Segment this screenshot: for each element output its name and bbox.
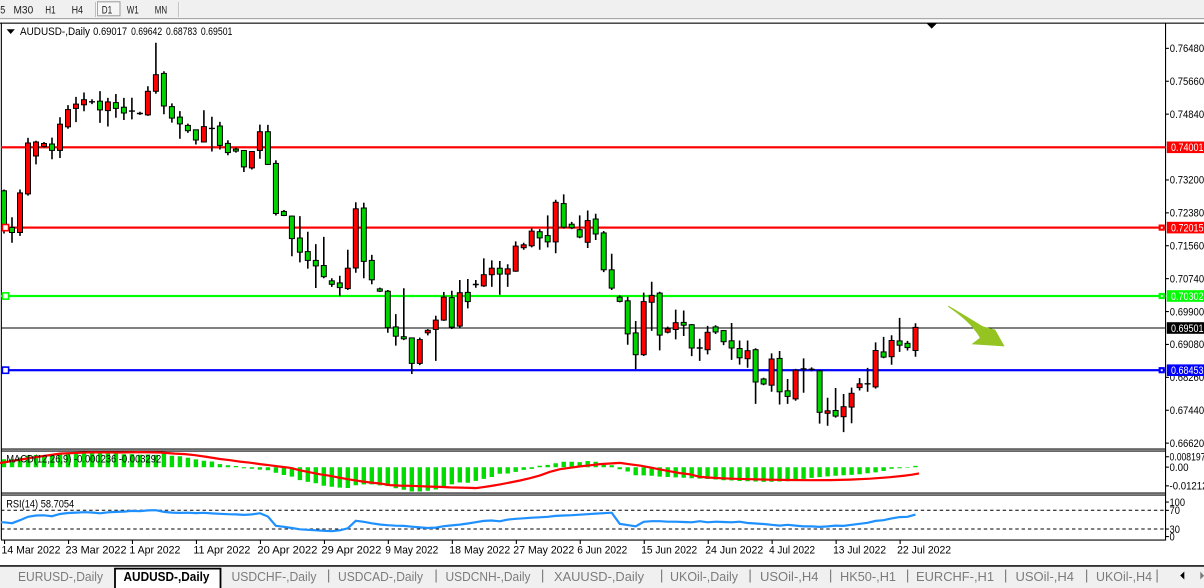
svg-text:5: 5 bbox=[0, 5, 5, 17]
svg-text:24 Jun 2022: 24 Jun 2022 bbox=[705, 545, 763, 557]
svg-text:MACD(12,26,9) -0.000236 -0.003: MACD(12,26,9) -0.000236 -0.003292 bbox=[6, 454, 161, 466]
svg-text:D1: D1 bbox=[102, 5, 112, 17]
svg-text:USDCAD-,Daily: USDCAD-,Daily bbox=[338, 570, 424, 584]
svg-text:15 Jun 2022: 15 Jun 2022 bbox=[641, 545, 697, 557]
svg-text:UKOil-,Daily: UKOil-,Daily bbox=[670, 570, 739, 584]
svg-text:-0.01212: -0.01212 bbox=[1170, 481, 1204, 493]
svg-text:USOil-,H4: USOil-,H4 bbox=[760, 570, 819, 584]
svg-text:29 Apr 2022: 29 Apr 2022 bbox=[321, 545, 381, 557]
svg-text:EURUSD-,Daily: EURUSD-,Daily bbox=[18, 570, 104, 584]
svg-text:23 Mar 2022: 23 Mar 2022 bbox=[66, 545, 127, 557]
svg-text:70: 70 bbox=[1170, 505, 1180, 517]
svg-text:AUDUSD-,Daily: AUDUSD-,Daily bbox=[124, 570, 210, 584]
svg-text:H4: H4 bbox=[72, 5, 83, 17]
svg-text:0.008197: 0.008197 bbox=[1170, 452, 1204, 464]
svg-text:H1: H1 bbox=[45, 5, 55, 17]
svg-text:MN: MN bbox=[155, 5, 167, 17]
svg-text:11 Apr 2022: 11 Apr 2022 bbox=[193, 545, 250, 557]
svg-text:0.72015: 0.72015 bbox=[1171, 223, 1204, 235]
svg-text:0.74840: 0.74840 bbox=[1170, 109, 1204, 121]
svg-text:0.69501: 0.69501 bbox=[201, 26, 233, 38]
svg-text:14 Mar 2022: 14 Mar 2022 bbox=[2, 545, 61, 557]
svg-text:13 Jul 2022: 13 Jul 2022 bbox=[833, 545, 886, 557]
svg-text:0.69017: 0.69017 bbox=[93, 26, 127, 38]
svg-text:0.69080: 0.69080 bbox=[1170, 339, 1204, 351]
svg-text:100: 100 bbox=[1170, 497, 1186, 509]
svg-text:6 Jun 2022: 6 Jun 2022 bbox=[577, 545, 627, 557]
svg-text:0.68453: 0.68453 bbox=[1171, 365, 1204, 377]
svg-text:0.69900: 0.69900 bbox=[1170, 306, 1204, 318]
svg-text:22 Jul 2022: 22 Jul 2022 bbox=[897, 545, 951, 557]
svg-text:0.69501: 0.69501 bbox=[1171, 323, 1204, 335]
svg-text:M30: M30 bbox=[14, 5, 34, 17]
svg-text:0.68783: 0.68783 bbox=[166, 26, 197, 38]
svg-text:RSI(14) 58.7054: RSI(14) 58.7054 bbox=[6, 499, 74, 511]
svg-text:1 Apr 2022: 1 Apr 2022 bbox=[129, 545, 180, 557]
svg-text:0.00: 0.00 bbox=[1170, 462, 1189, 474]
svg-text:XAUUSD-,Daily: XAUUSD-,Daily bbox=[554, 570, 645, 584]
svg-text:USDCHF-,Daily: USDCHF-,Daily bbox=[232, 570, 318, 584]
svg-text:AUDUSD-,Daily: AUDUSD-,Daily bbox=[20, 26, 90, 38]
svg-text:0.66620: 0.66620 bbox=[1170, 438, 1204, 450]
svg-text:0: 0 bbox=[1170, 531, 1175, 543]
svg-text:UKOil-,H4: UKOil-,H4 bbox=[1096, 570, 1152, 584]
svg-text:18 May 2022: 18 May 2022 bbox=[449, 545, 510, 557]
svg-text:W1: W1 bbox=[127, 5, 139, 17]
svg-text:0.70740: 0.70740 bbox=[1170, 273, 1204, 285]
svg-text:USOil-,H4: USOil-,H4 bbox=[1016, 570, 1075, 584]
svg-text:4 Jul 2022: 4 Jul 2022 bbox=[769, 545, 815, 557]
svg-text:0.71560: 0.71560 bbox=[1170, 241, 1204, 253]
svg-text:30: 30 bbox=[1170, 524, 1180, 536]
svg-text:0.69642: 0.69642 bbox=[131, 26, 162, 38]
svg-text:0.70302: 0.70302 bbox=[1171, 291, 1204, 303]
svg-text:0.73200: 0.73200 bbox=[1170, 175, 1204, 187]
svg-text:0.74001: 0.74001 bbox=[1171, 142, 1204, 154]
svg-text:0.67440: 0.67440 bbox=[1170, 405, 1204, 417]
svg-text:0.75660: 0.75660 bbox=[1170, 76, 1204, 88]
svg-text:27 May 2022: 27 May 2022 bbox=[513, 545, 574, 557]
svg-text:0.76480: 0.76480 bbox=[1170, 43, 1204, 55]
svg-text:9 May 2022: 9 May 2022 bbox=[385, 545, 438, 557]
svg-text:0.72380: 0.72380 bbox=[1170, 208, 1204, 220]
svg-text:EURCHF-,H1: EURCHF-,H1 bbox=[916, 570, 994, 584]
svg-text:20 Apr 2022: 20 Apr 2022 bbox=[257, 545, 317, 557]
svg-text:HK50-,H1: HK50-,H1 bbox=[840, 570, 896, 584]
svg-text:USDCNH-,Daily: USDCNH-,Daily bbox=[446, 570, 532, 584]
